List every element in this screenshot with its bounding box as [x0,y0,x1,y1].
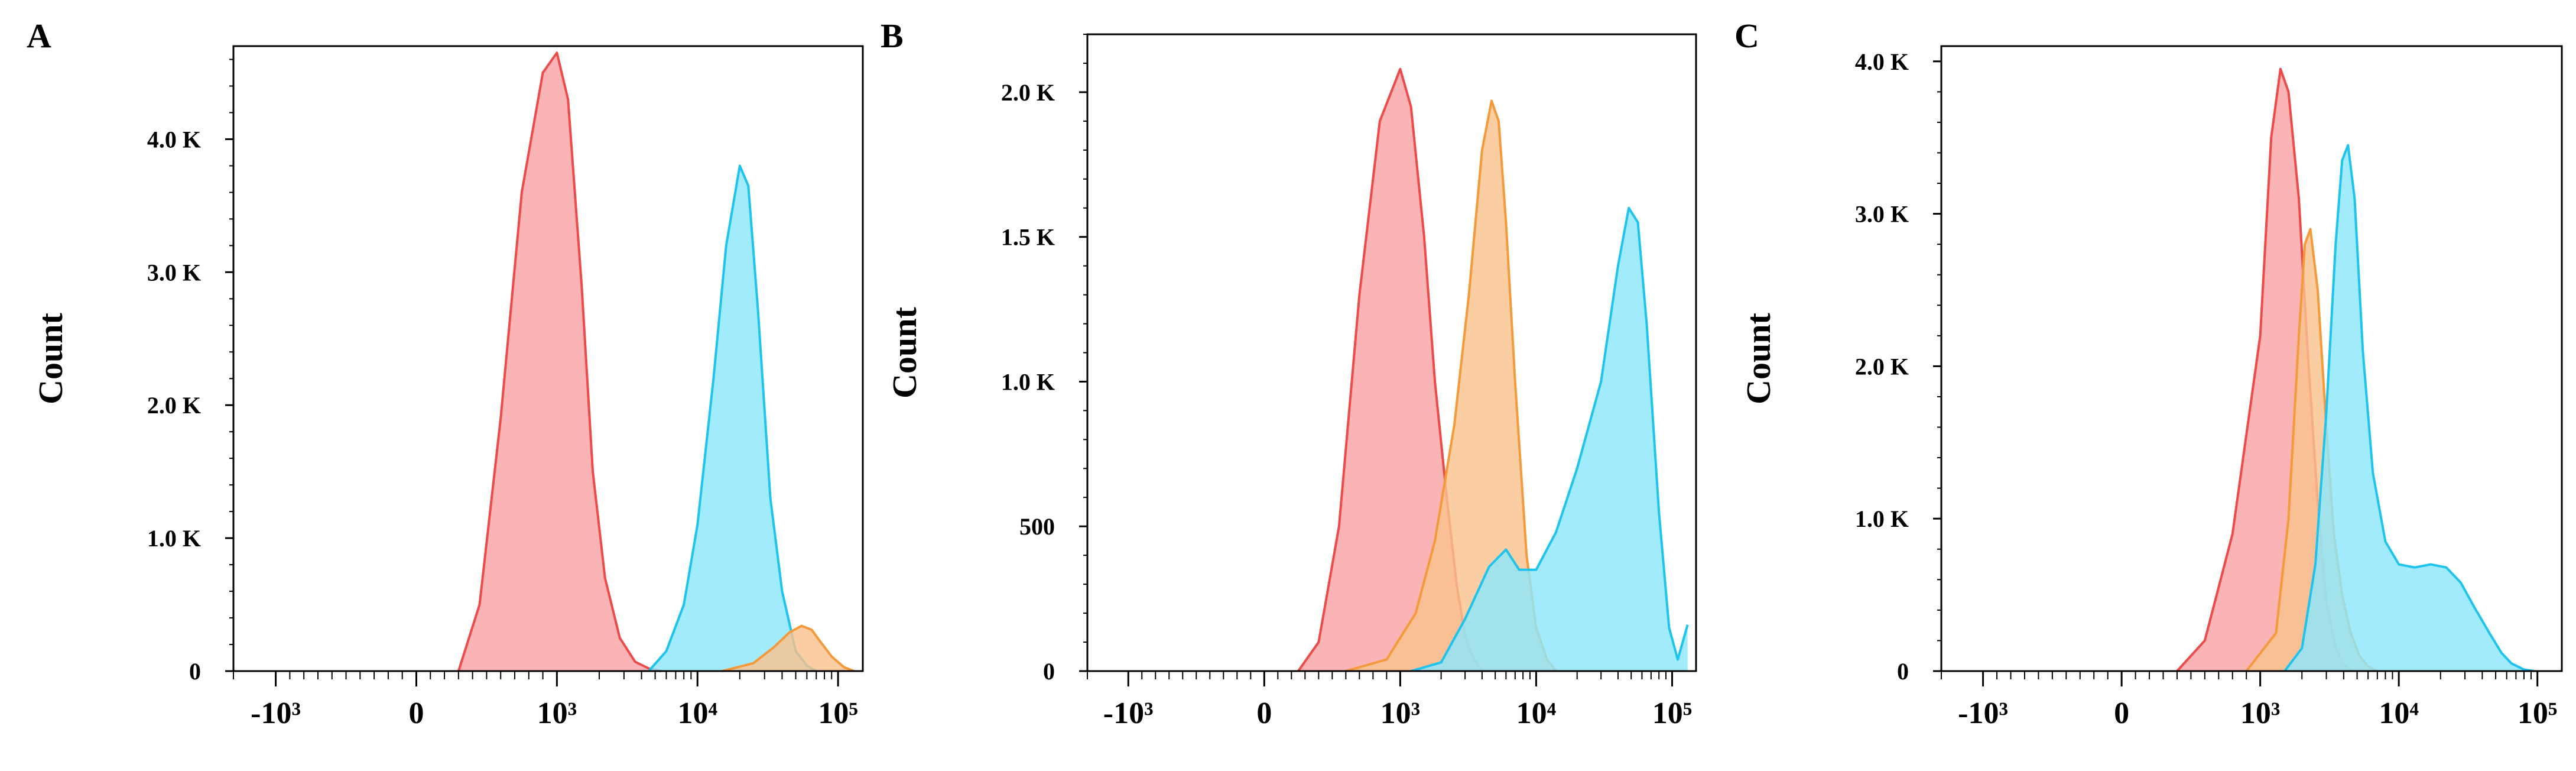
x-tick-label: -10³ [1103,697,1154,730]
series-blue-line [1411,206,1689,672]
y-tick-label: 500 [1019,513,1055,540]
x-tick-label: 10³ [2240,697,2281,730]
plot-frame [232,45,864,672]
y-axis-label: Count [1739,312,1778,404]
series-red-area [1298,69,1482,671]
y-tick-label: 3.0 K [147,259,201,286]
plot-frame [1940,45,2563,672]
x-tick-label: 0 [1256,697,1272,730]
x-tick-label: -10³ [251,697,301,730]
panel-b: B Count 0 500 1.0 K 1.5 K 2.0 K -10³ 0 10³ 10⁴ 10⁵ [854,0,1708,771]
series-group [457,51,855,672]
y-axis-label: Count [31,312,70,404]
y-axis-label: Count [885,306,924,398]
y-tick-label: 1.5 K [1001,224,1055,251]
panel-c: C Count 0 1.0 K 2.0 K 3.0 K 4.0 K -10³ 0 10³ 10⁴ 10… [1708,0,2576,771]
series-orange-area [2246,229,2377,671]
series-orange-area [1346,101,1557,671]
y-tick-label: 0 [189,658,201,685]
series-red-line [457,51,661,672]
x-tick-label: 10⁵ [818,697,858,730]
y-tick-label: 2.0 K [1001,79,1055,106]
x-tick-label: 0 [408,697,424,730]
x-tick-label: 10⁵ [1652,697,1693,730]
series-blue-area [648,166,817,671]
series-blue-area [1411,208,1688,671]
y-tick-label: 2.0 K [147,392,201,419]
x-tick-label: 0 [2114,697,2129,730]
y-tick-label: 1.0 K [1855,506,1909,532]
series-orange-line [722,624,855,672]
x-tick-label: 10⁵ [2517,697,2558,730]
series-blue-area [2284,145,2535,671]
panel-letter: A [27,17,51,55]
series-orange-area [722,626,855,671]
chart-svg: C Count 0 1.0 K 2.0 K 3.0 K 4.0 K -10³ 0 10³ 10⁴ 10… [1734,17,2563,730]
series-blue-line [2283,144,2535,672]
x-tick-label: -10³ [1958,697,2008,730]
y-tick-label: 0 [1897,658,1909,685]
y-tick-label: 4.0 K [1855,48,1909,75]
x-tick-label: 10⁴ [2379,697,2419,730]
series-group [2176,67,2535,672]
y-tick-label: 1.0 K [147,525,201,552]
x-tick-label: 10⁴ [1516,697,1557,730]
series-red-area [458,53,661,672]
panel-letter: B [881,17,904,55]
y-tick-label: 1.0 K [1001,368,1055,395]
series-group [1297,67,1689,672]
x-tick-label: 10³ [537,697,577,730]
panel-letter: C [1734,17,1759,55]
x-tick-label: 10³ [1380,697,1421,730]
x-tick-label: 10⁴ [677,697,717,730]
y-tick-label: 0 [1043,658,1055,685]
chart-svg: A Count 0 1.0 K 2.0 K 3.0 K 4.0 K -10³ 0 10³ 10⁴ 10… [27,17,864,730]
y-tick-label: 4.0 K [147,126,201,153]
chart-svg: B Count 0 500 1.0 K 1.5 K 2.0 K -10³ 0 10³ 10⁴ 10⁵ [881,17,1697,730]
y-tick-label: 3.0 K [1855,201,1909,228]
panel-a: A Count 0 1.0 K 2.0 K 3.0 K 4.0 K -10³ 0 10³ 10⁴ 10… [0,0,864,771]
y-tick-label: 2.0 K [1855,353,1909,380]
